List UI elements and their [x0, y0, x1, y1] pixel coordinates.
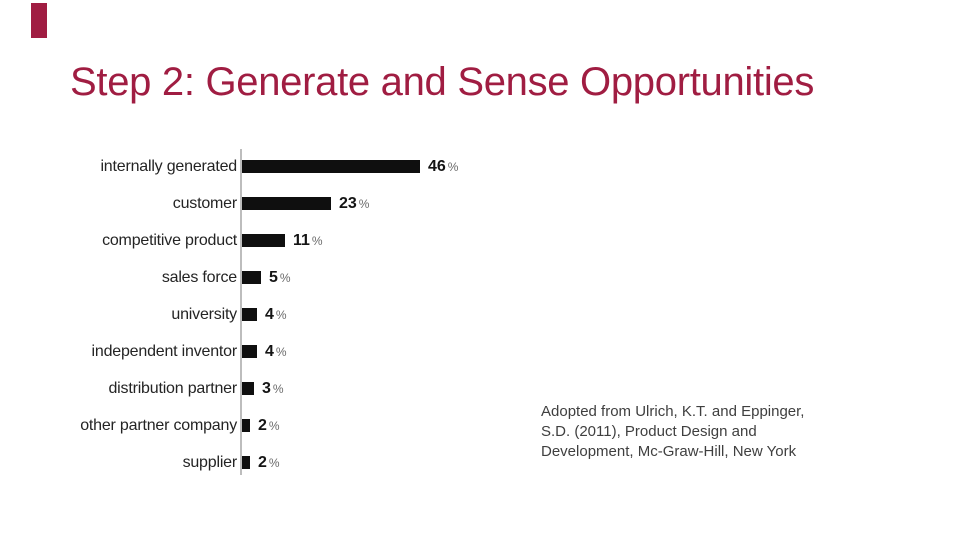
value-label: 3%	[262, 380, 284, 398]
value-number: 4	[265, 342, 274, 360]
bar	[242, 419, 250, 432]
bar	[242, 345, 257, 358]
bar	[242, 197, 331, 210]
value-number: 2	[258, 416, 267, 434]
value-number: 5	[269, 268, 278, 286]
chart-row: customer 23%	[75, 185, 475, 222]
chart-row: university 4%	[75, 296, 475, 333]
citation-line: S.D. (2011), Product Design and	[541, 423, 757, 440]
value-number: 11	[293, 231, 310, 249]
accent-bar	[31, 3, 47, 38]
category-label: distribution partner	[108, 379, 237, 397]
value-label: 2%	[258, 454, 280, 472]
percent-sign: %	[311, 233, 323, 248]
chart-row: internally generated 46%	[75, 148, 475, 185]
bar	[242, 234, 285, 247]
chart-row: independent inventor 4%	[75, 333, 475, 370]
value-label: 46%	[428, 158, 458, 176]
category-label: competitive product	[102, 231, 237, 249]
value-number: 4	[265, 305, 274, 323]
bar	[242, 160, 420, 173]
chart-row: other partner company 2%	[75, 407, 475, 444]
value-label: 23%	[339, 195, 369, 213]
value-label: 2%	[258, 417, 280, 435]
value-number: 23	[339, 194, 357, 212]
category-label: other partner company	[80, 416, 237, 434]
chart-row: competitive product 11%	[75, 222, 475, 259]
value-label: 4%	[265, 343, 287, 361]
category-label: supplier	[182, 453, 238, 471]
category-label: independent inventor	[91, 342, 238, 360]
percent-sign: %	[268, 418, 280, 433]
value-label: 11%	[293, 232, 323, 250]
page-title: Step 2: Generate and Sense Opportunities	[70, 60, 815, 104]
value-label: 4%	[265, 306, 287, 324]
percent-sign: %	[272, 381, 284, 396]
bar-chart-rows: internally generated 46% customer 23% compet…	[75, 148, 475, 481]
bar	[242, 271, 261, 284]
chart-axis-line	[240, 149, 242, 475]
bar	[242, 308, 257, 321]
percent-sign: %	[279, 270, 291, 285]
value-number: 2	[258, 453, 267, 471]
bar	[242, 456, 250, 469]
chart-row: distribution partner 3%	[75, 370, 475, 407]
category-label: internally generated	[100, 157, 237, 175]
citation-text: Adopted from Ulrich, K.T. and Eppinger, …	[541, 402, 851, 462]
bar-chart: internally generated 46% customer 23% compet…	[75, 148, 475, 481]
percent-sign: %	[447, 159, 459, 174]
citation-line: Adopted from Ulrich, K.T. and Eppinger,	[541, 403, 805, 420]
bar	[242, 382, 254, 395]
chart-row: supplier 2%	[75, 444, 475, 481]
percent-sign: %	[275, 307, 287, 322]
category-label: university	[171, 305, 237, 323]
category-label: customer	[172, 194, 237, 212]
percent-sign: %	[275, 344, 287, 359]
value-label: 5%	[269, 269, 291, 287]
chart-row: sales force 5%	[75, 259, 475, 296]
value-number: 46	[428, 157, 446, 175]
percent-sign: %	[358, 196, 370, 211]
citation-line: Development, Mc-Graw-Hill, New York	[541, 443, 797, 460]
category-label: sales force	[161, 268, 237, 286]
percent-sign: %	[268, 455, 280, 470]
value-number: 3	[262, 379, 271, 397]
